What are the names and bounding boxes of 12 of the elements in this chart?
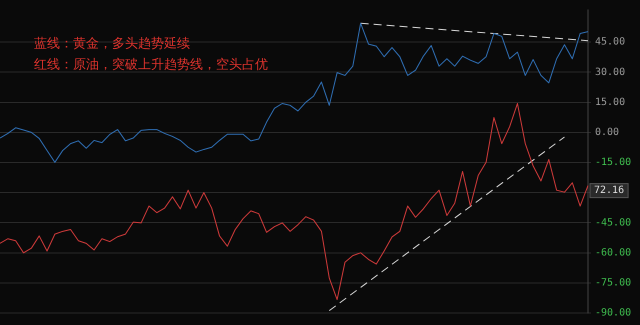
- y-tick-label: 15.00: [595, 96, 626, 108]
- y-tick-label: -15.00: [595, 157, 632, 168]
- annotation: 蓝线：黄金，多头趋势延续: [34, 36, 190, 52]
- y-tick-label: -45.00: [595, 217, 632, 228]
- y-tick-label: 0.00: [595, 127, 620, 138]
- annotation: 72.16: [594, 185, 624, 196]
- y-tick-label: -75.00: [595, 277, 632, 288]
- y-tick-label: -60.00: [595, 247, 632, 258]
- y-tick-label: -90.00: [595, 308, 632, 319]
- annotation: 红线：原油，突破上升趋势线，空头占优: [34, 57, 268, 72]
- y-tick-label: 45.00: [595, 36, 626, 48]
- y-tick-label: 30.00: [595, 66, 626, 78]
